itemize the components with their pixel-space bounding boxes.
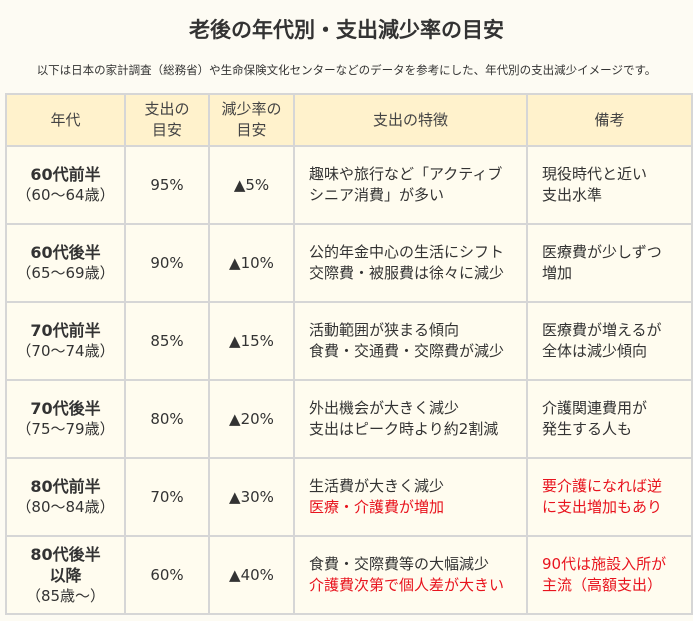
note-line1: 現役時代と近い (542, 165, 648, 183)
table-row: 80代後半 以降 （85歳～） 60% ▲40% 食費・交際費等の大幅減少 介護費次第で個人… (5, 535, 693, 615)
feature-line1: 公的年金中心の生活にシフト (309, 243, 505, 261)
feature-line1: 食費・交際費等の大幅減少 (309, 555, 490, 573)
decrease-cell: ▲5% (208, 145, 295, 225)
age-range: （70～74歳） (16, 342, 115, 360)
decrease-cell: ▲40% (208, 535, 295, 615)
table-row: 60代後半 （65～69歳） 90% ▲10% 公的年金中心の生活にシフト 交際費・被服費… (5, 223, 693, 303)
ratio-cell: 95% (124, 145, 210, 225)
decrease-cell: ▲10% (208, 223, 295, 303)
note-cell: 90代は施設入所が 主流（高額支出） (526, 535, 693, 615)
note-cell: 介護関連費用が 発生する人も (526, 379, 693, 459)
ratio-cell: 90% (124, 223, 210, 303)
age-label: 70代前半 (30, 321, 101, 340)
table-row: 70代後半 （75～79歳） 80% ▲20% 外出機会が大きく減少 支出はピーク時より約… (5, 379, 693, 459)
page-title: 老後の年代別・支出減少率の目安 (189, 18, 504, 42)
feature-line1: 生活費が大きく減少 (309, 477, 445, 495)
feature-line2: 食費・交通費・交際費が減少 (309, 342, 505, 360)
note-cell: 医療費が増えるが 全体は減少傾向 (526, 301, 693, 381)
table-row: 70代前半 （70～74歳） 85% ▲15% 活動範囲が狭まる傾向 食費・交通費・交際費… (5, 301, 693, 381)
age-range: （75～79歳） (16, 420, 115, 438)
note-line2: 支出水準 (542, 186, 603, 204)
table-row: 80代前半 （80～84歳） 70% ▲30% 生活費が大きく減少 医療・介護費が増加 要介… (5, 457, 693, 537)
age-label: 60代前半 (30, 165, 101, 184)
note-line2: 増加 (542, 264, 573, 282)
feature-line2: 支出はピーク時より約2割減 (309, 420, 499, 438)
page-subtitle: 以下は日本の家計調査（総務省）や生命保険文化センターなどのデータを参考にした、年… (36, 63, 657, 77)
column-header: 備考 (526, 93, 693, 147)
decrease-cell: ▲30% (208, 457, 295, 537)
ratio-cell: 80% (124, 379, 210, 459)
age-label: 80代後半 (30, 544, 101, 564)
age-range: （85歳～） (25, 586, 106, 605)
feature-line2: 医療・介護費が増加 (309, 498, 445, 516)
age-cell: 60代前半 （60～64歳） (5, 145, 126, 225)
feature-cell: 趣味や旅行など「アクティブ シニア消費」が多い (293, 145, 528, 225)
age-range: （65～69歳） (16, 264, 115, 282)
ratio-cell: 70% (124, 457, 210, 537)
column-header: 支出の 目安 (124, 93, 210, 147)
decrease-cell: ▲15% (208, 301, 295, 381)
ratio-cell: 85% (124, 301, 210, 381)
header-line1: 支出の特徴 (372, 110, 448, 129)
note-line1: 要介護になれば逆 (542, 477, 663, 495)
table-header-row: 年代 支出の 目安 減少率の 目安 支出の特徴 備考 (5, 93, 693, 147)
note-line2: に支出増加もあり (542, 498, 663, 516)
ratio-cell: 60% (124, 535, 210, 615)
age-cell: 60代後半 （65～69歳） (5, 223, 126, 303)
age-label-2: 以降 (49, 565, 82, 585)
column-header: 支出の特徴 (293, 93, 528, 147)
decrease-cell: ▲20% (208, 379, 295, 459)
note-line1: 介護関連費用が (542, 399, 648, 417)
header-line1: 年代 (50, 110, 81, 129)
note-cell: 要介護になれば逆 に支出増加もあり (526, 457, 693, 537)
age-cell: 80代後半 以降 （85歳～） (5, 535, 126, 615)
note-line1: 医療費が増えるが (542, 321, 662, 339)
age-label: 70代後半 (30, 399, 101, 418)
age-label: 60代後半 (30, 243, 101, 262)
age-range: （60～64歳） (16, 186, 115, 204)
header-line1: 支出の (144, 100, 190, 118)
age-label: 80代前半 (30, 477, 101, 496)
table-row: 60代前半 （60～64歳） 95% ▲5% 趣味や旅行など「アクティブ シニア消費」が多… (5, 145, 693, 225)
age-cell: 70代前半 （70～74歳） (5, 301, 126, 381)
feature-cell: 生活費が大きく減少 医療・介護費が増加 (293, 457, 528, 537)
age-range: （80～84歳） (16, 498, 115, 516)
feature-cell: 食費・交際費等の大幅減少 介護費次第で個人差が大きい (293, 535, 528, 615)
age-cell: 80代前半 （80～84歳） (5, 457, 126, 537)
feature-cell: 活動範囲が狭まる傾向食費・交通費・交際費が減少 (293, 301, 528, 381)
header-line1: 備考 (594, 110, 625, 129)
feature-line1: 趣味や旅行など「アクティブ (309, 165, 503, 183)
feature-line2: 交際費・被服費は徐々に減少 (309, 264, 505, 282)
feature-line1: 活動範囲が狭まる傾向 (309, 321, 460, 339)
note-cell: 医療費が少しずつ 増加 (526, 223, 693, 303)
age-cell: 70代後半 （75～79歳） (5, 379, 126, 459)
feature-cell: 公的年金中心の生活にシフト 交際費・被服費は徐々に減少 (293, 223, 528, 303)
header-line2: 目安 (151, 121, 182, 139)
note-line2: 発生する人も (542, 420, 633, 438)
note-line1: 医療費が少しずつ (542, 243, 662, 261)
note-line2: 全体は減少傾向 (542, 342, 648, 360)
feature-line1: 外出機会が大きく減少 (309, 399, 460, 417)
header-line2: 目安 (236, 121, 267, 139)
feature-line2: シニア消費」が多い (309, 186, 445, 204)
note-line2: 主流（高額支出） (542, 576, 663, 594)
header-line1: 減少率の (221, 100, 282, 118)
note-line1: 90代は施設入所が (542, 555, 667, 573)
column-header: 減少率の 目安 (208, 93, 295, 147)
feature-line2: 介護費次第で個人差が大きい (309, 576, 505, 594)
column-header: 年代 (5, 93, 126, 147)
feature-cell: 外出機会が大きく減少支出はピーク時より約2割減 (293, 379, 528, 459)
spending-table: 年代 支出の 目安 減少率の 目安 支出の特徴 備考 60代前半 （60～64歳） 95% ▲5%… (5, 93, 693, 615)
note-cell: 現役時代と近い 支出水準 (526, 145, 693, 225)
